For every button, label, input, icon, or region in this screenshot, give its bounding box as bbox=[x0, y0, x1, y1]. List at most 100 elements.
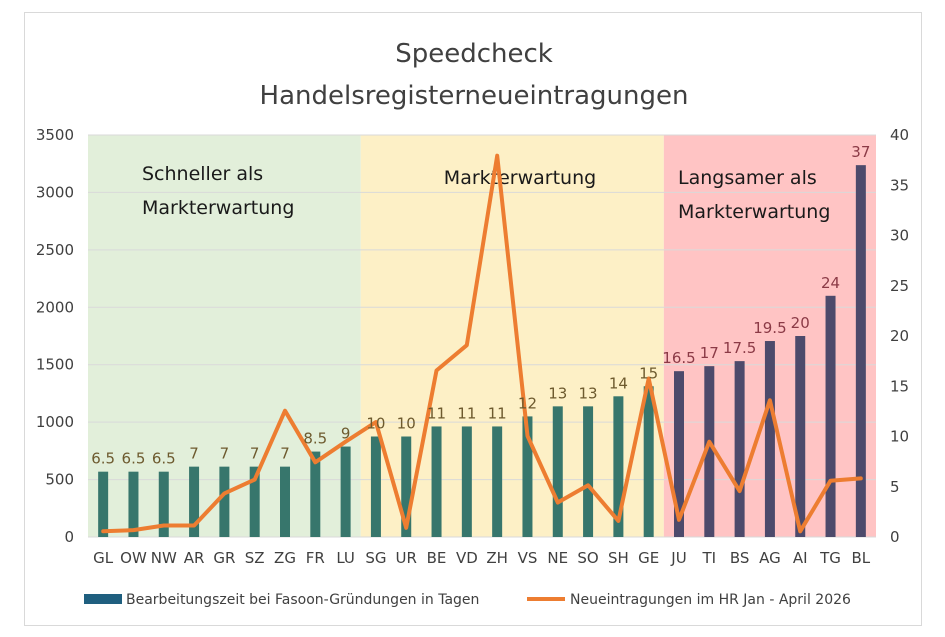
data-label-ZH: 11 bbox=[488, 404, 507, 422]
left-axis-tick: 3500 bbox=[36, 126, 74, 144]
category-label-JU: JU bbox=[670, 549, 686, 567]
chart-title-line-2: Handelsregisterneueintragungen bbox=[260, 81, 689, 111]
bar-AR bbox=[189, 466, 200, 537]
zone-label-3: Langsamer als bbox=[678, 167, 817, 189]
bar-OW bbox=[128, 471, 139, 537]
data-label-UR: 10 bbox=[397, 415, 416, 433]
data-label-ZG: 7 bbox=[280, 445, 290, 463]
bar-AI bbox=[795, 336, 806, 537]
right-axis-tick: 40 bbox=[890, 126, 909, 144]
data-label-SZ: 7 bbox=[250, 445, 260, 463]
bar-ZH bbox=[492, 426, 503, 537]
data-label-GR: 7 bbox=[220, 445, 230, 463]
bar-BL bbox=[855, 165, 866, 537]
bar-VD bbox=[461, 426, 472, 537]
data-label-VD: 11 bbox=[457, 404, 476, 422]
zone-label-1: Schneller als bbox=[142, 163, 263, 185]
category-label-LU: LU bbox=[336, 549, 355, 567]
bar-GE bbox=[643, 386, 654, 537]
category-label-ZG: ZG bbox=[274, 549, 296, 567]
bar-BS bbox=[734, 361, 745, 537]
left-axis-tick: 500 bbox=[45, 471, 74, 489]
data-label-TI: 17 bbox=[700, 344, 719, 362]
bar-SO bbox=[583, 406, 594, 537]
bar-NE bbox=[552, 406, 563, 537]
category-label-AG: AG bbox=[759, 549, 781, 567]
category-label-AR: AR bbox=[184, 549, 205, 567]
zone-label-2: Markterwartung bbox=[444, 167, 596, 189]
bar-JU bbox=[674, 371, 684, 537]
data-label-AR: 7 bbox=[189, 445, 199, 463]
left-axis-tick: 1000 bbox=[36, 413, 74, 431]
category-label-SH: SH bbox=[608, 549, 629, 567]
category-label-VD: VD bbox=[456, 549, 478, 567]
bar-SH bbox=[613, 396, 624, 537]
bar-TG bbox=[825, 295, 836, 537]
line-series-neueintragungen bbox=[101, 153, 863, 534]
data-label-JU: 16.5 bbox=[662, 349, 695, 367]
left-axis-tick: 1500 bbox=[36, 356, 74, 374]
category-label-SG: SG bbox=[365, 549, 386, 567]
data-label-AG: 19.5 bbox=[753, 319, 786, 337]
bar-UR bbox=[401, 436, 412, 537]
data-label-BE: 11 bbox=[427, 404, 446, 422]
data-label-TG: 24 bbox=[821, 274, 840, 292]
legend-swatch-bar bbox=[84, 594, 122, 604]
category-label-SO: SO bbox=[577, 549, 598, 567]
data-label-AI: 20 bbox=[791, 314, 810, 332]
data-label-NE: 13 bbox=[548, 384, 567, 402]
category-label-NE: NE bbox=[547, 549, 568, 567]
category-label-GL: GL bbox=[93, 549, 114, 567]
bar-LU bbox=[340, 446, 351, 537]
category-label-ZH: ZH bbox=[486, 549, 508, 567]
category-label-TG: TG bbox=[819, 549, 841, 567]
bar-BE bbox=[431, 426, 442, 537]
data-label-LU: 9 bbox=[341, 425, 351, 443]
category-label-BL: BL bbox=[852, 549, 871, 567]
data-label-SO: 13 bbox=[579, 384, 598, 402]
data-label-SH: 14 bbox=[609, 374, 628, 392]
category-label-TI: TI bbox=[702, 549, 717, 567]
legend-label-line: Neueintragungen im HR Jan - April 2026 bbox=[570, 592, 851, 608]
zone-label-3: Markterwartung bbox=[678, 201, 830, 223]
bar-SZ bbox=[249, 466, 260, 537]
right-axis-tick: 5 bbox=[890, 478, 900, 496]
data-label-BS: 17.5 bbox=[723, 339, 756, 357]
data-label-BL: 37 bbox=[851, 143, 870, 161]
bar-VS bbox=[522, 416, 533, 537]
right-axis-tick: 25 bbox=[890, 277, 909, 295]
category-label-SZ: SZ bbox=[245, 549, 265, 567]
data-label-SG: 10 bbox=[366, 415, 385, 433]
category-label-AI: AI bbox=[793, 549, 808, 567]
category-label-GR: GR bbox=[213, 549, 235, 567]
category-label-OW: OW bbox=[120, 549, 147, 567]
category-label-BS: BS bbox=[730, 549, 750, 567]
data-label-NW: 6.5 bbox=[152, 450, 176, 468]
left-axis-tick: 2500 bbox=[36, 241, 74, 259]
left-axis-tick: 2000 bbox=[36, 298, 74, 316]
bar-TI bbox=[704, 366, 715, 537]
right-axis-tick: 30 bbox=[890, 227, 909, 245]
right-axis-tick: 0 bbox=[890, 528, 900, 546]
bar-ZG bbox=[280, 466, 290, 537]
bar-GR bbox=[219, 466, 230, 537]
right-axis-tick: 35 bbox=[890, 176, 909, 194]
data-label-FR: 8.5 bbox=[303, 430, 327, 448]
zone-background-2 bbox=[360, 135, 664, 537]
category-label-NW: NW bbox=[151, 549, 177, 567]
data-label-GL: 6.5 bbox=[91, 450, 115, 468]
bar-NW bbox=[158, 471, 169, 537]
category-label-UR: UR bbox=[396, 549, 417, 567]
right-axis-tick: 10 bbox=[890, 428, 909, 446]
category-label-FR: FR bbox=[306, 549, 325, 567]
bar-SG bbox=[370, 436, 381, 537]
legend-label-bar: Bearbeitungszeit bei Fasoon-Gründungen i… bbox=[126, 592, 479, 608]
left-axis-tick: 0 bbox=[64, 528, 74, 546]
bar-FR bbox=[310, 451, 321, 537]
data-label-VS: 12 bbox=[518, 394, 537, 412]
data-label-GE: 15 bbox=[639, 364, 658, 382]
right-axis-tick: 15 bbox=[890, 377, 909, 395]
left-axis-tick: 3000 bbox=[36, 183, 74, 201]
category-label-GE: GE bbox=[638, 549, 659, 567]
